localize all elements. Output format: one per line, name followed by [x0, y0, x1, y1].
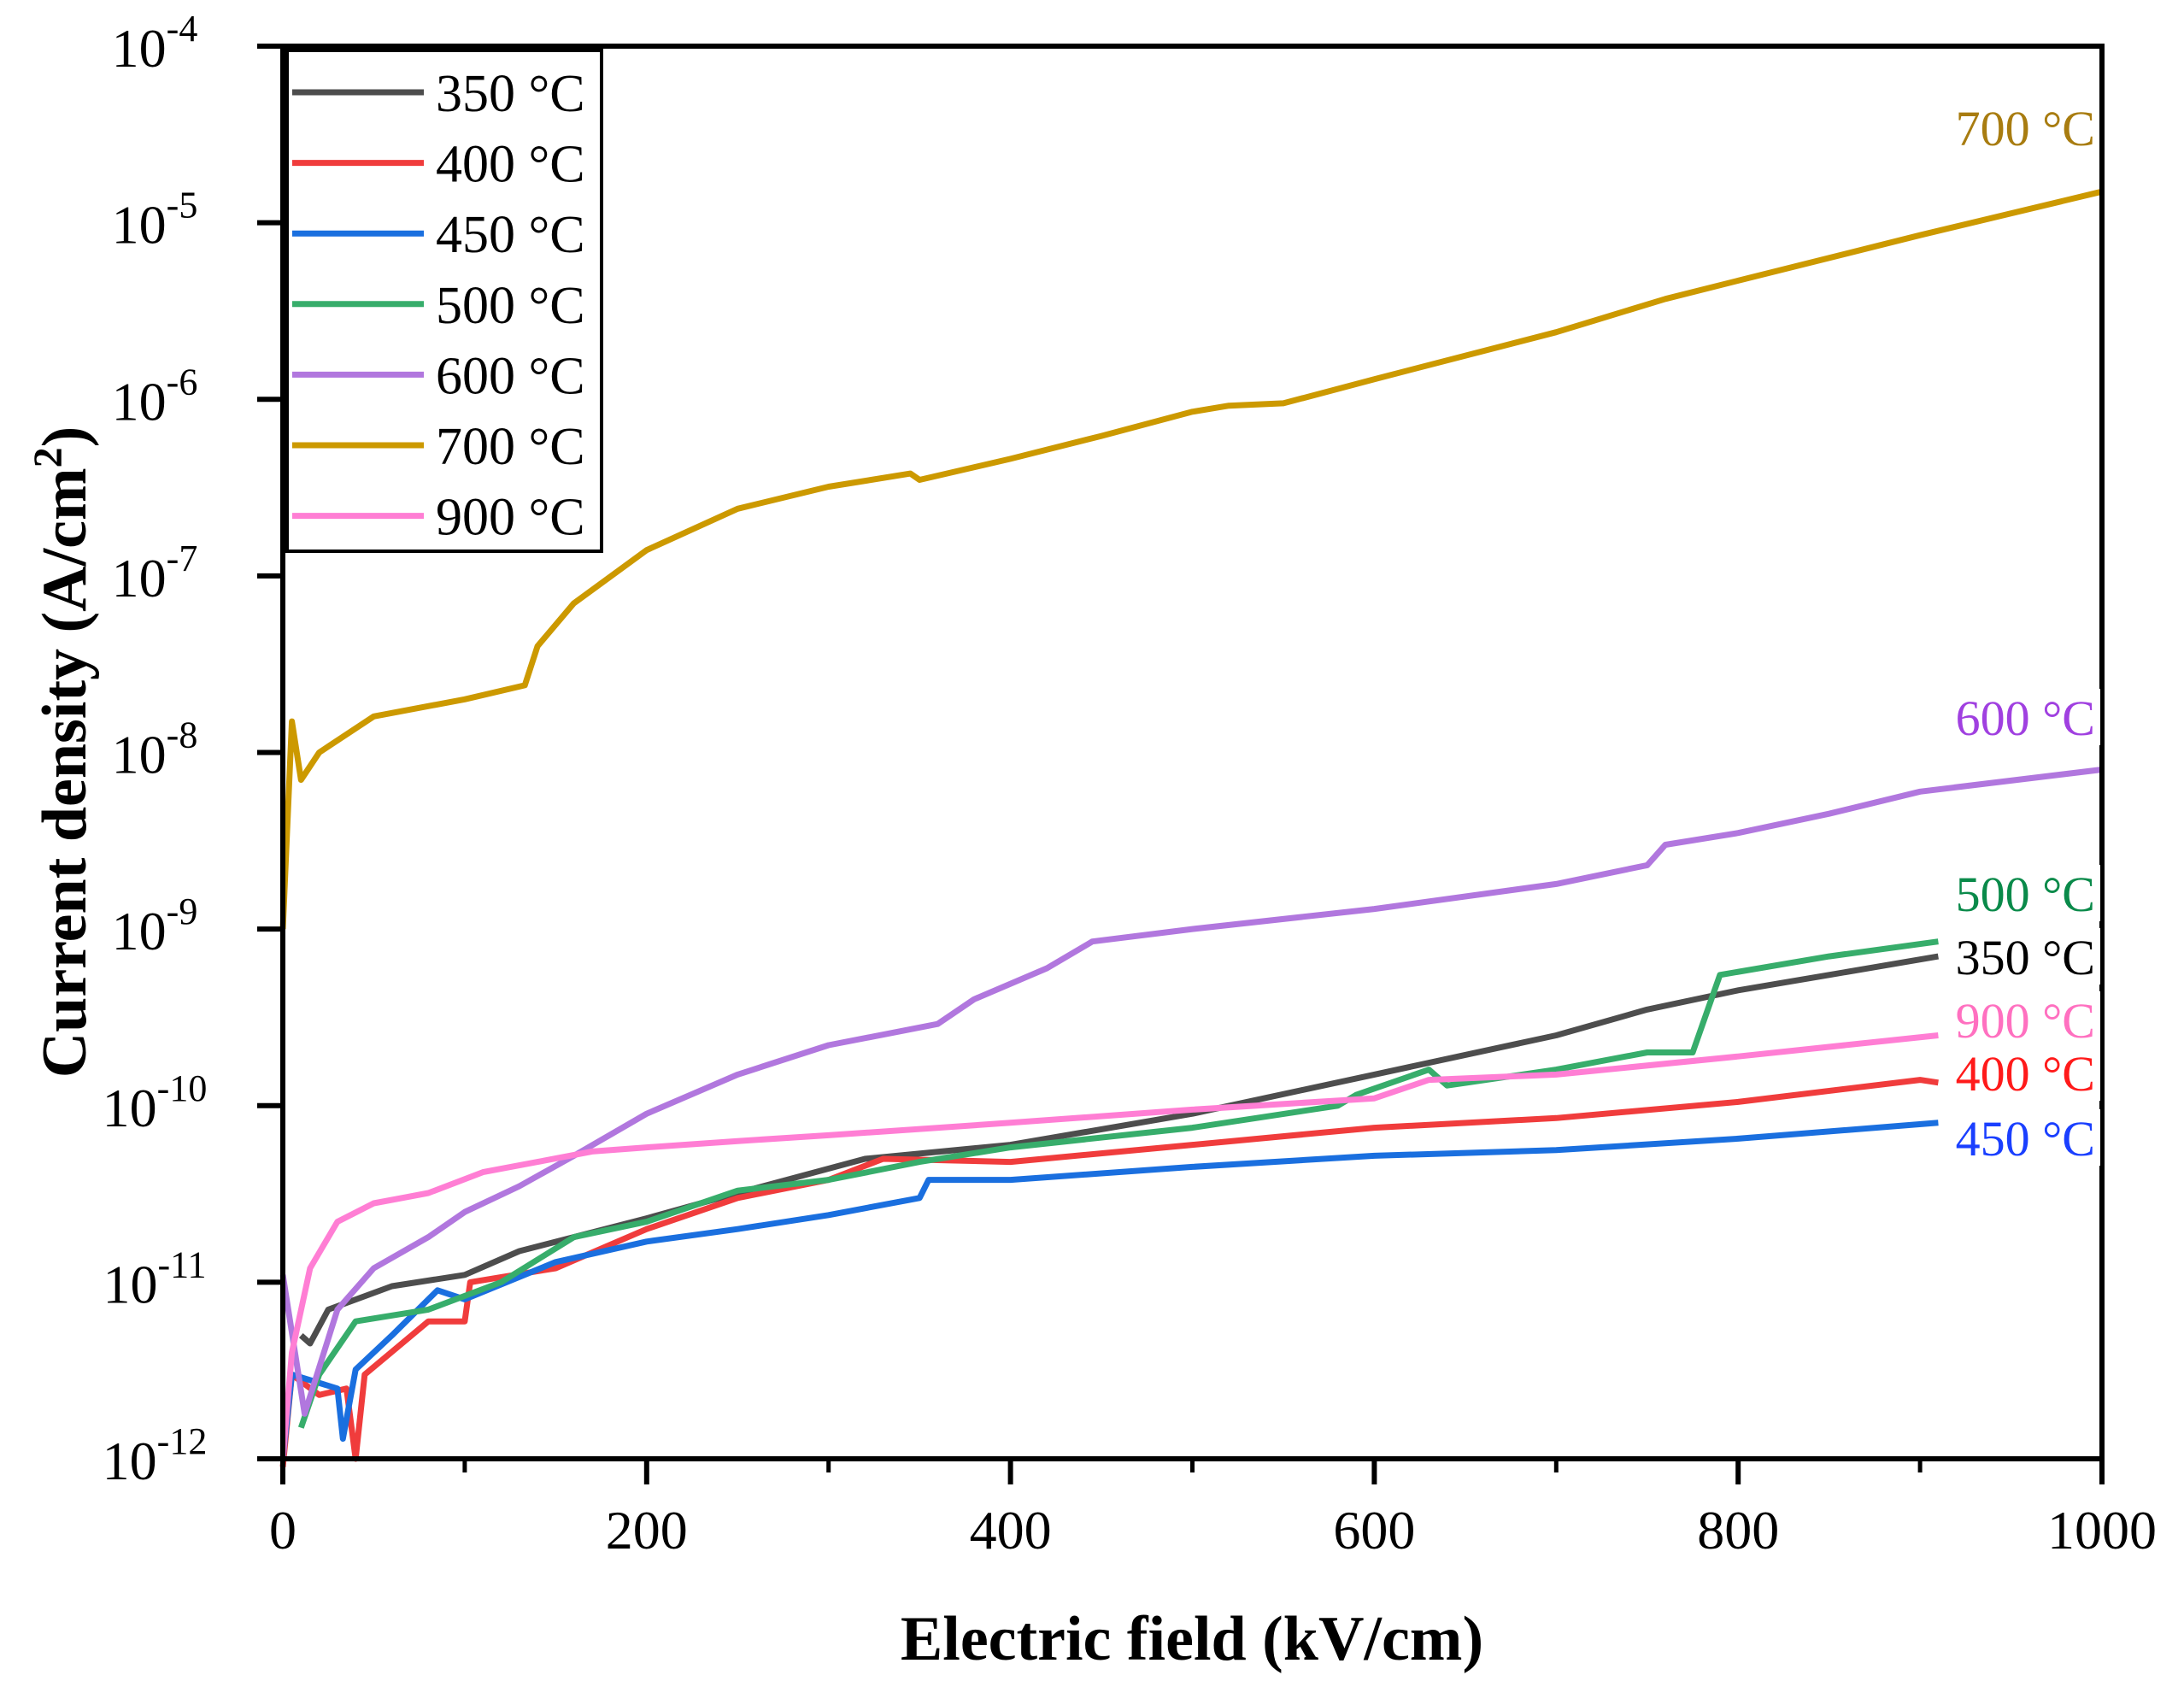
y-tick-label: 10-5 — [112, 185, 198, 256]
y-tick-label: 10-6 — [112, 361, 198, 432]
series-line-900C — [279, 1032, 1939, 1460]
y-tick-label: 10-4 — [112, 8, 198, 79]
series-line-350C — [298, 953, 1939, 1347]
series-annotation: 450 °C — [1956, 1111, 2095, 1167]
series-annotation: 600 °C — [1956, 691, 2095, 746]
y-axis-label-end: ) — [30, 426, 100, 448]
legend-entry-label: 500 °C — [436, 277, 585, 335]
x-tick-label: 600 — [1333, 1500, 1415, 1561]
y-tick-label: 10-8 — [112, 714, 198, 785]
legend-entry-label: 700 °C — [436, 418, 585, 476]
series-line-500C — [297, 938, 1939, 1429]
y-tick-label: 10-9 — [112, 890, 198, 961]
legend-box — [285, 49, 603, 553]
annotation-background — [1948, 991, 2100, 1048]
x-tick-label: 200 — [606, 1500, 688, 1561]
legend-entry-label: 900 °C — [436, 489, 585, 547]
x-tick-label: 1000 — [2047, 1500, 2157, 1561]
annotation-background — [1948, 1044, 2100, 1101]
x-tick-label: 400 — [970, 1500, 1052, 1561]
y-tick-label: 10-10 — [103, 1067, 208, 1138]
x-axis-label: Electric field (kV/cm) — [901, 1604, 1483, 1674]
y-tick-label: 10-7 — [112, 538, 198, 608]
legend-entry-label: 350 °C — [436, 65, 585, 123]
series-annotation: 500 °C — [1956, 867, 2095, 922]
series-layer — [279, 188, 2103, 1467]
x-tick-label: 800 — [1697, 1500, 1779, 1561]
axes-layer: 0 200 400 600 800 1000 10-12 10-11 10-10 10-9 10-8… — [103, 8, 2157, 1561]
series-line-450C — [279, 1120, 1939, 1460]
series-annotation: 400 °C — [1956, 1046, 2095, 1102]
series-annotation: 700 °C — [1956, 101, 2095, 156]
series-annotation: 900 °C — [1956, 993, 2095, 1049]
legend: 350 °C 400 °C 450 °C 500 °C 600 °C 700 °C 900 … — [285, 49, 603, 553]
legend-entry-label: 450 °C — [436, 206, 585, 264]
y-tick-label: 10-12 — [103, 1420, 208, 1491]
y-axis-label-sup: 2 — [26, 447, 71, 467]
y-axis-label: Current density (A/cm2) — [26, 426, 100, 1079]
annotation-background — [1948, 928, 2100, 985]
annotation-background — [1948, 1109, 2100, 1166]
y-axis-label-main: Current density (A/cm — [30, 467, 100, 1078]
legend-entry-label: 600 °C — [436, 347, 585, 405]
series-annotation: 350 °C — [1956, 930, 2095, 985]
annotation-background — [1948, 865, 2100, 921]
y-tick-label: 10-11 — [103, 1243, 206, 1314]
annotation-background — [1948, 689, 2100, 745]
series-line-700C — [279, 188, 2103, 930]
series-line-600C — [279, 767, 2103, 1417]
x-tick-label: 0 — [269, 1500, 296, 1561]
legend-entry-label: 400 °C — [436, 136, 585, 194]
